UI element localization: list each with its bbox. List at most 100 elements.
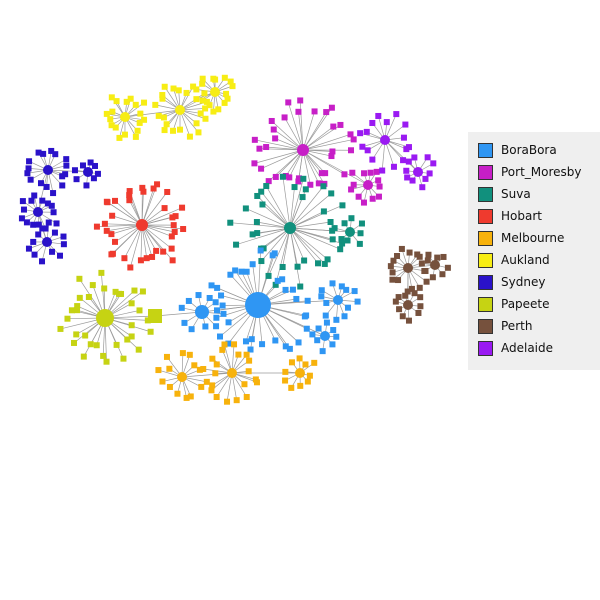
node [293, 295, 300, 302]
node [404, 288, 411, 295]
node [153, 247, 160, 254]
node [295, 339, 302, 346]
node [126, 188, 133, 195]
node [144, 317, 151, 324]
node [213, 323, 220, 330]
edge [302, 111, 327, 151]
node [235, 351, 242, 358]
node [24, 170, 31, 177]
node [31, 251, 38, 258]
node [272, 173, 279, 180]
node [279, 276, 286, 283]
node [355, 193, 362, 200]
node [201, 90, 208, 97]
node [177, 126, 184, 133]
node [179, 350, 186, 357]
node [35, 221, 42, 228]
node [112, 288, 119, 295]
node [373, 168, 380, 175]
hub-node [284, 222, 296, 234]
node [421, 268, 428, 275]
node [210, 108, 217, 115]
node [314, 337, 321, 344]
node [259, 341, 266, 348]
node [206, 102, 213, 109]
legend-item-suva: Suva [478, 183, 600, 205]
node [45, 219, 52, 226]
hub-node [363, 180, 373, 190]
node [85, 293, 92, 300]
node [118, 290, 125, 297]
node [417, 303, 424, 310]
node [348, 147, 355, 154]
node [390, 257, 397, 264]
node [249, 261, 256, 268]
node [159, 378, 166, 385]
node [296, 355, 303, 362]
node [265, 178, 272, 185]
node [343, 286, 350, 293]
hub-node [120, 112, 130, 122]
node [196, 366, 203, 373]
node [254, 192, 261, 199]
node [369, 156, 376, 163]
node [161, 83, 168, 90]
node [295, 178, 302, 185]
node [183, 89, 190, 96]
edge [289, 186, 324, 229]
edge [271, 120, 304, 151]
node [48, 147, 55, 154]
legend-item-papeete: Papeete [478, 293, 600, 315]
edge [302, 149, 325, 185]
node [440, 253, 447, 260]
node [319, 348, 326, 355]
edge [141, 191, 168, 226]
node [163, 353, 170, 360]
node [356, 240, 363, 247]
node [406, 249, 413, 256]
node [64, 315, 71, 322]
node [418, 260, 425, 267]
node [295, 175, 302, 182]
node [241, 381, 248, 388]
legend-swatch [478, 164, 493, 180]
node [168, 245, 175, 252]
node [349, 169, 356, 176]
node [51, 229, 58, 236]
node [53, 220, 60, 227]
node [212, 299, 219, 306]
edge [299, 100, 304, 151]
node [367, 169, 374, 176]
edge [384, 139, 419, 173]
node [62, 171, 69, 178]
node [112, 238, 119, 245]
node [328, 190, 335, 197]
node [101, 220, 108, 227]
node [329, 341, 336, 348]
node [220, 310, 227, 317]
edge [111, 224, 143, 255]
node [297, 283, 304, 290]
edge [245, 208, 291, 229]
node [80, 353, 87, 360]
node [434, 254, 441, 261]
node [225, 340, 232, 347]
edge [302, 149, 320, 184]
node [246, 357, 253, 364]
node [161, 205, 168, 212]
node [291, 184, 298, 191]
node [214, 284, 221, 291]
node [172, 213, 179, 220]
node [28, 197, 35, 204]
node [242, 205, 249, 212]
node [213, 394, 220, 401]
node [123, 98, 130, 105]
node [103, 227, 110, 234]
node [248, 336, 255, 343]
node [120, 355, 127, 362]
node [30, 221, 37, 228]
node [408, 285, 415, 292]
node [212, 76, 219, 83]
node [263, 183, 270, 190]
edge [254, 139, 304, 151]
